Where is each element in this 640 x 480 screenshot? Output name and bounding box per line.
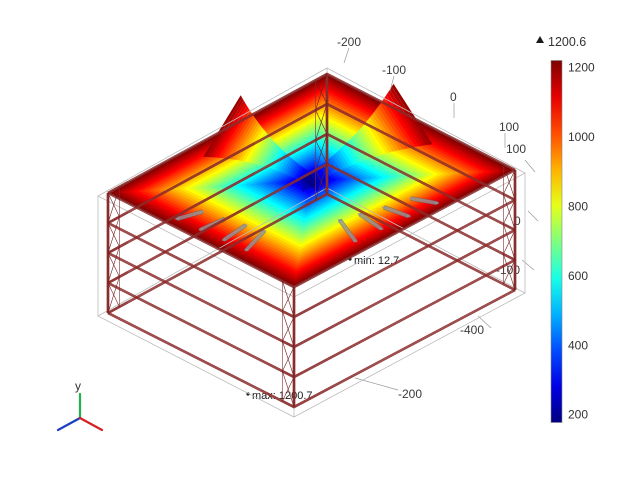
svg-text:100: 100 [506, 142, 526, 156]
svg-text:1200: 1200 [568, 61, 595, 75]
svg-text:-100: -100 [496, 263, 520, 277]
svg-text:100: 100 [499, 120, 519, 134]
svg-text:y: y [75, 379, 81, 393]
svg-text:-200: -200 [337, 35, 361, 49]
svg-text:400: 400 [568, 338, 588, 352]
svg-text:-200: -200 [398, 387, 422, 401]
svg-text:800: 800 [568, 200, 588, 214]
svg-text:200: 200 [568, 408, 588, 422]
svg-text:-100: -100 [382, 63, 406, 77]
svg-text:0: 0 [450, 90, 457, 104]
svg-text:-400: -400 [460, 323, 484, 337]
svg-text:600: 600 [568, 269, 588, 283]
svg-text:1200.6: 1200.6 [548, 35, 586, 49]
svg-text:1000: 1000 [568, 130, 595, 144]
